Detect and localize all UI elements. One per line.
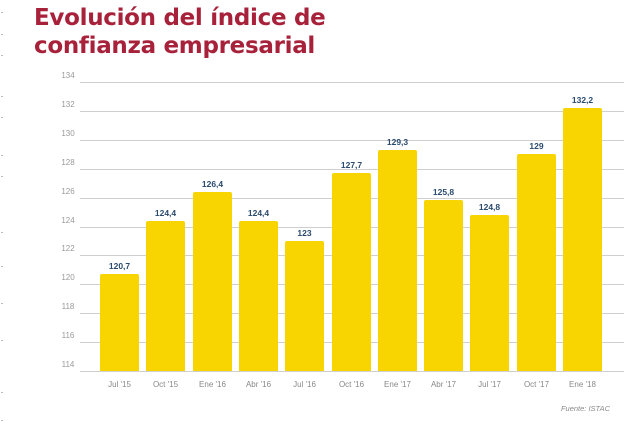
bar-ene-17 bbox=[378, 150, 417, 371]
edge-mark bbox=[1, 232, 3, 233]
bar-value-label: 129,3 bbox=[386, 137, 409, 147]
y-axis-tick-label: 116 bbox=[61, 331, 75, 340]
y-axis-tick-label: 134 bbox=[61, 71, 75, 80]
gridline bbox=[80, 371, 624, 372]
x-axis-tick-label: Oct '16 bbox=[338, 380, 365, 389]
x-axis-tick-label: Ene '17 bbox=[384, 380, 411, 389]
y-axis-tick-label: 126 bbox=[61, 187, 75, 196]
gridline bbox=[80, 82, 624, 83]
bar-ene-16 bbox=[193, 192, 232, 371]
bar-value-label: 132,2 bbox=[571, 95, 594, 105]
bar-ene-18 bbox=[563, 108, 602, 371]
bar-abr-17 bbox=[424, 200, 463, 371]
gridline bbox=[80, 111, 624, 112]
edge-mark bbox=[1, 176, 3, 177]
edge-mark bbox=[1, 96, 3, 97]
y-axis-tick-label: 128 bbox=[61, 158, 75, 167]
y-axis-tick-label: 124 bbox=[61, 216, 75, 225]
bar-value-label: 120,7 bbox=[108, 261, 131, 271]
chart-source: Fuente: ISTAC bbox=[560, 404, 610, 413]
bar-value-label: 129 bbox=[529, 141, 544, 151]
bar-abr-16 bbox=[239, 221, 278, 371]
x-axis-tick-label: Jul '17 bbox=[478, 380, 501, 389]
edge-mark bbox=[1, 117, 3, 118]
bar-jul-16 bbox=[285, 241, 324, 371]
bar-value-label: 124,4 bbox=[154, 208, 177, 218]
edge-mark bbox=[1, 266, 3, 267]
x-axis-tick-label: Ene '18 bbox=[569, 380, 596, 389]
edge-mark bbox=[1, 34, 3, 35]
edge-mark bbox=[1, 340, 3, 341]
y-axis-tick-label: 118 bbox=[61, 302, 75, 311]
y-axis-tick-label: 120 bbox=[61, 273, 75, 282]
y-axis-tick-label: 132 bbox=[61, 100, 75, 109]
y-axis-tick-label: 114 bbox=[61, 360, 75, 369]
gridline bbox=[80, 169, 624, 170]
bar-oct-17 bbox=[517, 154, 556, 371]
bar-value-label: 124,4 bbox=[247, 208, 270, 218]
chart-title-line-1: Evolución del índice de bbox=[34, 5, 326, 31]
bar-jul-17 bbox=[470, 215, 509, 371]
x-axis-tick-label: Ene '16 bbox=[199, 380, 226, 389]
edge-mark bbox=[1, 392, 3, 393]
bar-value-label: 124,8 bbox=[478, 202, 501, 212]
bar-value-label: 127,7 bbox=[340, 160, 363, 170]
bar-jul-15 bbox=[100, 274, 139, 371]
chart-title: Evolución del índice de confianza empres… bbox=[34, 4, 326, 60]
x-axis-tick-label: Abr '16 bbox=[245, 380, 272, 389]
x-axis-tick-label: Oct '15 bbox=[152, 380, 179, 389]
x-axis-tick-label: Oct '17 bbox=[523, 380, 550, 389]
bar-value-label: 125,8 bbox=[432, 187, 455, 197]
x-axis-tick-label: Jul '15 bbox=[108, 380, 131, 389]
bar-value-label: 126,4 bbox=[201, 179, 224, 189]
edge-mark bbox=[1, 420, 3, 421]
edge-mark bbox=[1, 55, 3, 56]
x-axis-tick-label: Jul '16 bbox=[293, 380, 316, 389]
y-axis-tick-label: 130 bbox=[61, 129, 75, 138]
page-edge-marks bbox=[0, 0, 4, 431]
bar-oct-16 bbox=[332, 173, 371, 371]
gridline bbox=[80, 140, 624, 141]
bar-oct-15 bbox=[146, 221, 185, 371]
chart-title-line-2: confianza empresarial bbox=[34, 33, 316, 59]
x-axis-tick-label: Abr '17 bbox=[430, 380, 457, 389]
edge-mark bbox=[1, 155, 3, 156]
bar-value-label: 123 bbox=[297, 228, 312, 238]
edge-mark bbox=[1, 303, 3, 304]
y-axis-tick-label: 122 bbox=[61, 244, 75, 253]
edge-mark bbox=[1, 12, 3, 13]
